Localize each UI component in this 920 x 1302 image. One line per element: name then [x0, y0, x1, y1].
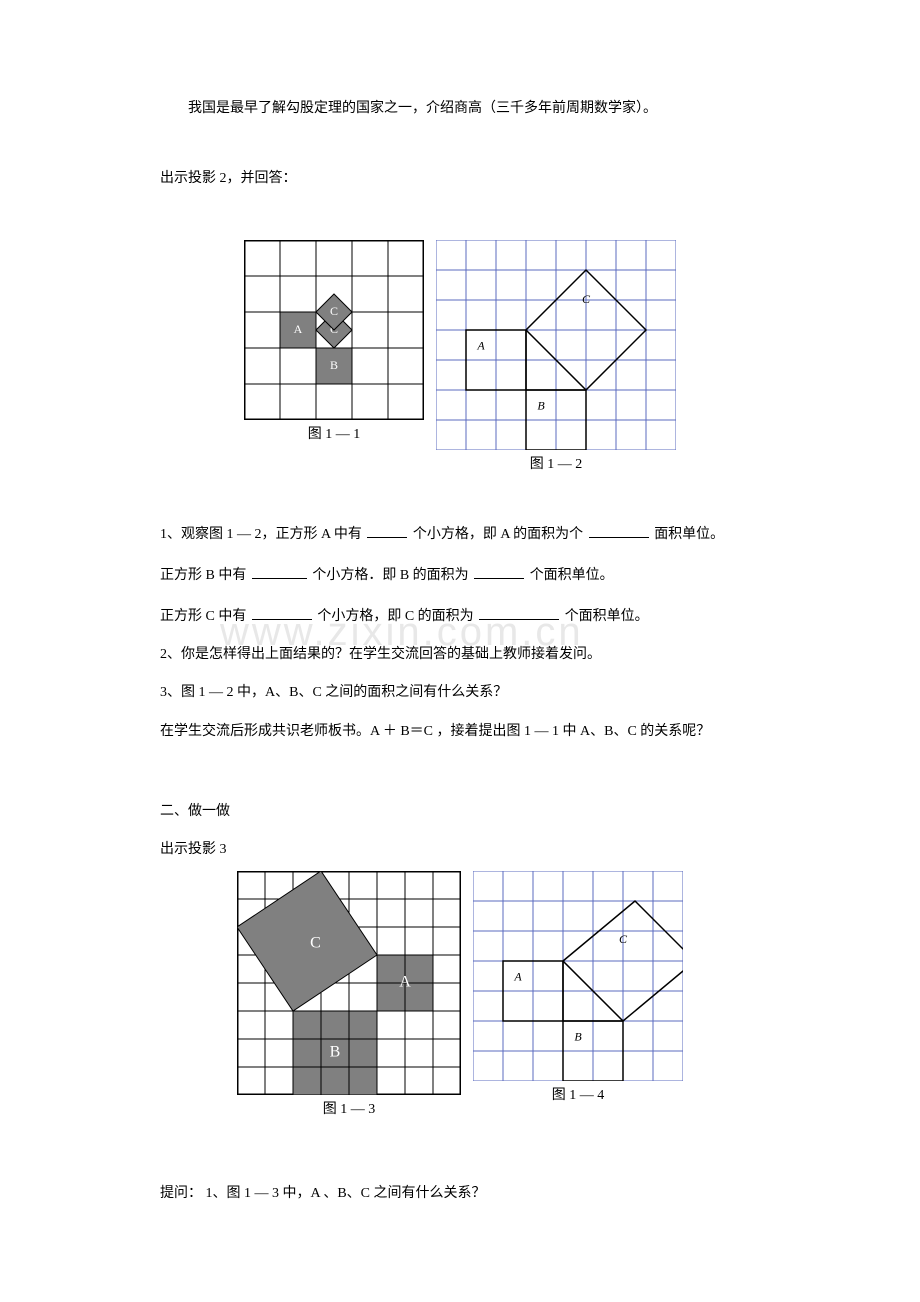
q2-line: 正方形 B 中有 个小方格．即 B 的面积为 个面积单位。 — [160, 564, 760, 585]
q4-line: 2、你是怎样得出上面结果的？在学生交流回答的基础上教师接着发问。 — [160, 646, 760, 664]
svg-text:B: B — [537, 399, 545, 413]
intro-paragraph: 我国是最早了解勾股定理的国家之一，介绍商高（三千多年前周期数学家）。 — [160, 100, 760, 118]
q3-text-a: 正方形 C 中有 — [160, 609, 246, 624]
figure-1-2-svg: A B C — [436, 240, 676, 450]
projection-2-intro: 出示投影 2，并回答： — [160, 170, 760, 188]
q1-text-c: 面积单位。 — [654, 527, 724, 542]
svg-text:C: C — [582, 292, 591, 306]
prompt-line: 提问： 1、图 1 — 3 中，A 、B、C 之间有什么关系？ — [160, 1185, 760, 1203]
q2-text-b: 个小方格．即 B 的面积为 — [312, 568, 468, 583]
blank-5 — [252, 605, 312, 620]
q2-text-a: 正方形 B 中有 — [160, 568, 246, 583]
figure-row-2: A B C 图 1 — 3 A B C 图 1 — 4 — [160, 871, 760, 1119]
q2-text-c: 个面积单位。 — [530, 568, 614, 583]
q3-text-c: 个面积单位。 — [565, 609, 649, 624]
figure-1-1-svg: ABCC — [244, 240, 424, 420]
svg-text:A: A — [476, 339, 485, 353]
q6-line: 在学生交流后形成共识老师板书。A ＋ B＝C ，接着提出图 1 — 1 中 A、… — [160, 723, 760, 741]
projection-3-intro: 出示投影 3 — [160, 841, 760, 859]
figure-1-3: A B C 图 1 — 3 — [237, 871, 461, 1119]
q1-line: 1、观察图 1 — 2，正方形 A 中有 个小方格，即 A 的面积为个 面积单位… — [160, 523, 760, 544]
caption-1-2: 图 1 — 2 — [530, 456, 583, 474]
q3-text-b: 个小方格，即 C 的面积为 — [317, 609, 473, 624]
blank-6 — [479, 605, 559, 620]
caption-1-3: 图 1 — 3 — [323, 1101, 376, 1119]
svg-text:C: C — [310, 935, 321, 952]
blank-1 — [367, 523, 407, 538]
figure-1-4: A B C 图 1 — 4 — [473, 871, 683, 1105]
figure-1-1: ABCC 图 1 — 1 — [244, 240, 424, 444]
blank-3 — [252, 564, 307, 579]
q1-text-b: 个小方格，即 A 的面积为个 — [413, 527, 583, 542]
svg-text:A: A — [399, 974, 411, 991]
section-2-heading: 二、做一做 — [160, 803, 760, 821]
svg-text:A: A — [294, 322, 303, 336]
svg-text:A: A — [513, 969, 522, 983]
q5-line: 3、图 1 — 2 中，A、B、C 之间的面积之间有什么关系？ — [160, 684, 760, 702]
caption-1-1: 图 1 — 1 — [308, 426, 361, 444]
caption-1-4: 图 1 — 4 — [552, 1087, 605, 1105]
question-block-1: 1、观察图 1 — 2，正方形 A 中有 个小方格，即 A 的面积为个 面积单位… — [160, 523, 760, 741]
figure-1-3-svg: A B C — [237, 871, 461, 1095]
svg-text:B: B — [330, 1044, 341, 1061]
blank-4 — [474, 564, 524, 579]
svg-text:B: B — [330, 358, 338, 372]
svg-text:C: C — [619, 932, 628, 946]
q1-text-a: 1、观察图 1 — 2，正方形 A 中有 — [160, 527, 362, 542]
figure-1-2: A B C 图 1 — 2 — [436, 240, 676, 474]
blank-2 — [589, 523, 649, 538]
figure-row-1: ABCC 图 1 — 1 ABC 图 1 — 2 — [160, 240, 760, 474]
q3-line: 正方形 C 中有 个小方格，即 C 的面积为 个面积单位。 — [160, 605, 760, 626]
figure-1-4-svg: A B C — [473, 871, 683, 1081]
svg-text:B: B — [574, 1029, 582, 1043]
svg-text:C: C — [330, 304, 338, 318]
